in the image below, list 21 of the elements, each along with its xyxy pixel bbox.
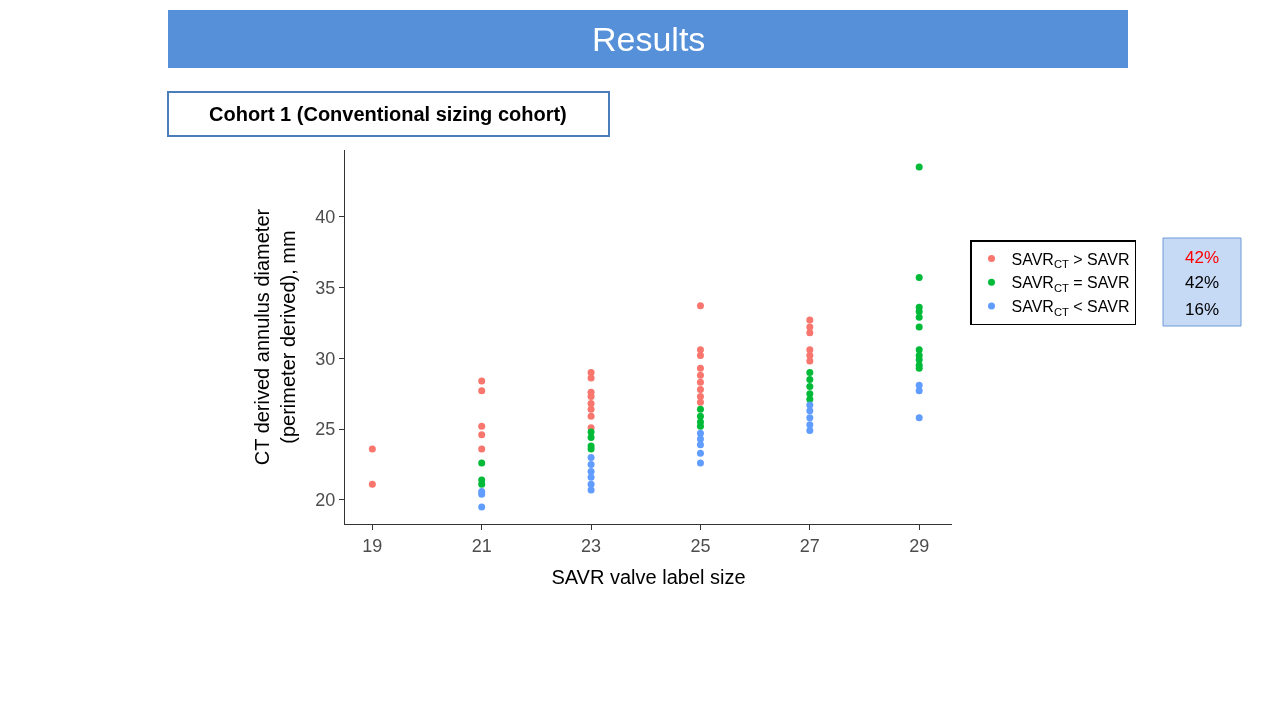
chart-title: Results (592, 20, 706, 58)
legend-label: SAVR$_{CT}$ = SAVR (1011, 274, 1130, 294)
y-tick-label: 25 (315, 419, 336, 440)
x-tick-label: 19 (362, 535, 383, 556)
text: 42% (1185, 273, 1220, 292)
x-tick-label: 25 (690, 535, 711, 556)
text: 16% (1185, 300, 1220, 319)
legend-label: SAVR$_{CT}$ < SAVR (1011, 298, 1130, 318)
chart-subtitle: Cohort 1 (Conventional sizing cohort) (209, 103, 567, 125)
y-tick-label: 20 (315, 490, 336, 511)
y-tick-label: 40 (315, 206, 336, 227)
x-tick-label: 27 (799, 535, 820, 556)
x-tick-label: 21 (471, 535, 492, 556)
x-tick-label: 23 (581, 535, 602, 556)
y-tick-label: 30 (315, 348, 336, 369)
y-axis-title: CT derived annulus diameter (perimeter derived), mm (250, 208, 299, 466)
y-tick-label: 35 (315, 277, 336, 298)
x-axis-title: SAVR valve label size (551, 566, 746, 589)
text: 42% (1185, 248, 1220, 267)
x-tick-label: 29 (909, 535, 930, 556)
legend-label: SAVR$_{CT}$ > SAVR (1011, 250, 1130, 270)
